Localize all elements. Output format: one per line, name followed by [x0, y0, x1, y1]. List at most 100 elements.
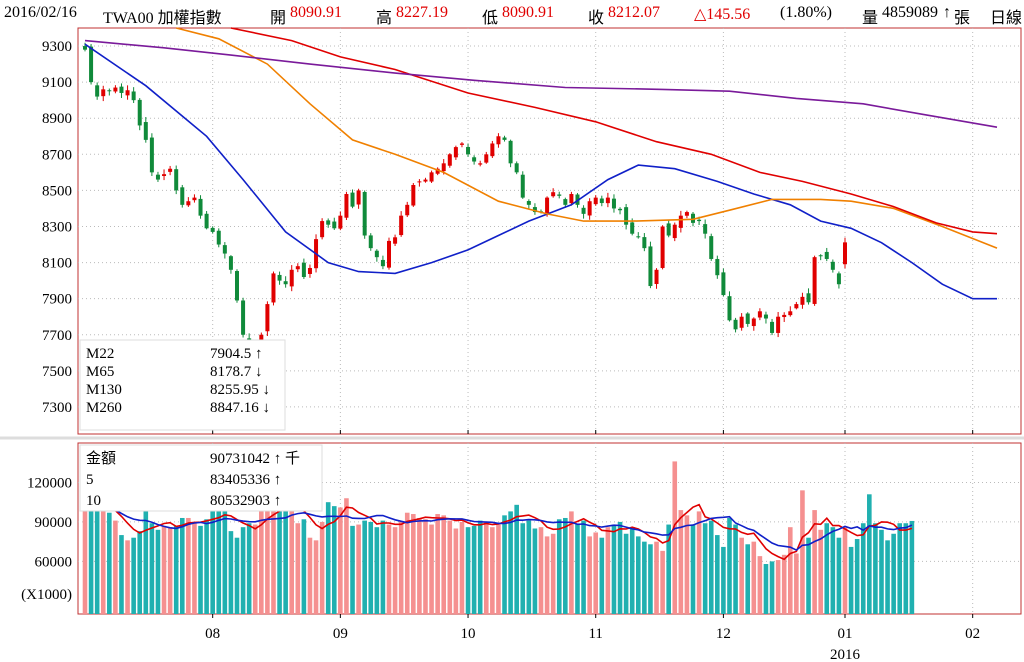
candle-body — [405, 204, 410, 216]
volume-y-tick-label: 120000 — [27, 475, 72, 491]
volume-bar — [690, 524, 696, 614]
candle-body — [155, 174, 160, 180]
candle-body — [472, 157, 477, 162]
volume-bar — [356, 524, 361, 614]
candle-body — [508, 140, 513, 164]
candle-body — [301, 262, 306, 278]
volume-bar — [617, 521, 623, 614]
price-legend-value: 8178.7 ↓ — [210, 364, 263, 380]
candle-body — [271, 273, 276, 303]
volume-bar — [234, 537, 240, 614]
volume-bar — [392, 527, 398, 614]
price-y-tick-label: 8900 — [42, 111, 72, 127]
period-label: 日線 — [990, 10, 1023, 27]
low-label: 低 — [482, 10, 499, 27]
candle-body — [380, 259, 385, 267]
candle-body — [198, 198, 203, 216]
volume-bar — [113, 520, 118, 614]
candle-body — [806, 293, 811, 303]
volume-bar — [611, 524, 617, 614]
volume-bar — [909, 520, 915, 614]
price-legend-value: 7904.5 ↑ — [210, 346, 263, 362]
volume-bar — [538, 527, 544, 614]
volume-bar — [447, 520, 453, 614]
volume-bar — [800, 490, 805, 614]
volume-bar — [252, 524, 258, 614]
price-panel: 7300 7500 7700 7900 8100 8300 8500 8700 8900 9100… — [0, 27, 1024, 440]
price-legend-name: M260 — [86, 400, 122, 416]
candle-body — [168, 168, 173, 172]
price-y-tick-label: 8500 — [42, 183, 72, 199]
volume-bar — [429, 524, 434, 614]
candle-body — [794, 304, 799, 309]
volume-bar — [216, 510, 222, 614]
high-value: 8227.19 — [396, 4, 448, 21]
volume-bar — [325, 502, 331, 614]
change-percent: (1.80%) — [780, 4, 832, 21]
volume-bar — [271, 506, 276, 614]
volume-bar — [867, 494, 872, 614]
candle-body — [581, 207, 586, 214]
volume-bar — [727, 517, 732, 614]
volume-bar — [167, 527, 173, 614]
price-y-tick-label: 7900 — [42, 292, 72, 308]
volume-legend-box — [79, 444, 323, 512]
candle-body — [362, 191, 367, 236]
volume-bar — [265, 508, 270, 614]
candle-body — [843, 242, 847, 265]
volume-bar — [380, 520, 386, 614]
volume-bar — [441, 515, 447, 614]
volume-bar — [179, 517, 185, 614]
volume-bar — [575, 524, 580, 614]
year-label: 2016 — [830, 647, 861, 662]
candle-body — [709, 236, 714, 259]
volume-bar — [733, 524, 738, 614]
candle-body — [210, 227, 215, 232]
volume-bar — [465, 527, 471, 614]
candle-body — [101, 89, 106, 97]
candle-body — [149, 137, 154, 173]
volume-bar — [775, 560, 781, 614]
volume-bar — [411, 514, 416, 614]
volume-bar — [137, 531, 143, 614]
volume-bar — [483, 521, 489, 614]
volume-bar — [599, 537, 605, 614]
candle-body — [429, 172, 434, 182]
volume-bar — [459, 521, 465, 614]
volume-bar — [453, 528, 459, 614]
volume-y-tick-label: 90000 — [35, 515, 73, 531]
candle-body — [551, 192, 556, 197]
volume-bar — [107, 512, 112, 614]
candle-body — [660, 226, 665, 268]
candle-body — [113, 87, 118, 92]
x-tick-label: 12 — [716, 626, 731, 642]
candle-body — [782, 314, 787, 318]
price-legend-box — [79, 339, 286, 431]
volume-bar — [623, 533, 629, 614]
volume-bar — [739, 537, 744, 614]
volume-bar — [283, 503, 288, 614]
volume-bar — [702, 523, 708, 614]
volume-bar — [757, 556, 763, 614]
candle-body — [107, 90, 112, 92]
volume-arrow: ↑ — [943, 4, 951, 21]
volume-bar — [836, 537, 842, 614]
candle-body — [265, 304, 270, 332]
candle-body — [222, 245, 227, 254]
volume-bar — [374, 527, 380, 614]
volume-bar — [502, 515, 507, 614]
candle-body — [684, 212, 689, 216]
volume-bar — [569, 511, 574, 614]
volume-bar — [496, 524, 501, 614]
candle-body — [484, 154, 489, 163]
candle-body — [89, 46, 94, 83]
candle-body — [757, 311, 762, 318]
x-tick-label: 02 — [965, 626, 980, 642]
candle-body — [636, 236, 641, 238]
candle-body — [387, 240, 391, 268]
candle-body — [569, 194, 574, 204]
volume-bar — [745, 544, 751, 614]
price-y-tick-label: 8100 — [42, 256, 72, 272]
price-y-tick-label: 7300 — [42, 400, 72, 416]
candle-body — [344, 194, 349, 218]
